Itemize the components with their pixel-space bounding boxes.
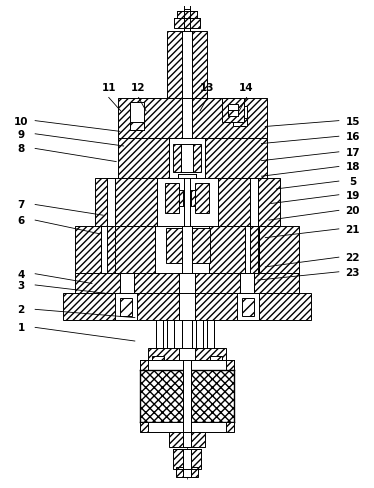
Text: 16: 16 [346, 132, 360, 142]
Bar [228, 105, 238, 117]
Bar [182, 32, 192, 99]
Text: 21: 21 [346, 224, 360, 234]
Text: 23: 23 [346, 267, 360, 277]
Bar [64, 293, 310, 320]
Bar [183, 360, 191, 432]
Text: 3: 3 [18, 281, 25, 290]
Bar [183, 191, 191, 207]
Bar [120, 298, 132, 316]
Bar [193, 145, 201, 173]
Bar [115, 293, 137, 320]
Bar [140, 360, 234, 370]
Bar [148, 423, 226, 432]
Bar [107, 226, 115, 273]
Bar [179, 293, 195, 320]
Bar [148, 360, 226, 370]
Bar [210, 356, 222, 364]
Text: 10: 10 [14, 116, 28, 126]
Bar [196, 320, 203, 348]
Text: 19: 19 [346, 190, 360, 201]
Bar [148, 348, 226, 360]
Bar [177, 12, 197, 19]
Bar [156, 363, 161, 373]
Bar [184, 179, 190, 230]
Bar [237, 293, 259, 320]
Bar [233, 119, 247, 127]
Bar [179, 273, 195, 293]
Bar [178, 175, 196, 183]
Bar [176, 468, 198, 477]
Bar [250, 179, 258, 226]
Bar [140, 370, 234, 423]
Bar [233, 107, 247, 127]
Bar [165, 184, 179, 214]
Bar [228, 111, 238, 117]
Bar [173, 449, 201, 469]
Bar [179, 348, 195, 360]
Bar [173, 145, 181, 173]
Bar [169, 139, 205, 179]
Bar [213, 363, 218, 373]
Bar [140, 423, 234, 432]
Bar [157, 179, 218, 226]
Text: 9: 9 [18, 129, 25, 140]
Bar [182, 226, 192, 273]
Bar [184, 228, 192, 264]
Bar [167, 32, 207, 99]
Bar [118, 139, 267, 179]
Bar [182, 320, 192, 358]
Bar [166, 228, 184, 264]
Bar [181, 145, 193, 173]
Bar [183, 449, 191, 477]
Bar [195, 184, 209, 214]
Text: 6: 6 [18, 216, 25, 225]
Bar [76, 273, 298, 293]
Bar [182, 99, 192, 149]
Text: 8: 8 [18, 144, 25, 154]
Bar [76, 226, 298, 273]
Text: 5: 5 [349, 177, 356, 187]
Text: 20: 20 [346, 206, 360, 216]
Bar [101, 226, 115, 273]
Bar [130, 103, 144, 131]
Text: 1: 1 [18, 323, 25, 333]
Text: 15: 15 [346, 116, 360, 126]
Text: 4: 4 [18, 269, 25, 279]
Bar [250, 226, 258, 273]
Text: 13: 13 [200, 83, 215, 93]
Bar [95, 179, 157, 226]
Bar [184, 10, 190, 32]
Bar [167, 320, 174, 348]
Bar [242, 298, 254, 316]
Text: 14: 14 [239, 83, 254, 93]
Bar [120, 273, 134, 293]
Bar [179, 191, 195, 207]
Text: 12: 12 [131, 83, 146, 93]
Bar [156, 320, 163, 348]
Bar [183, 432, 191, 447]
Bar [130, 123, 144, 131]
Bar [107, 179, 115, 226]
Text: 2: 2 [18, 305, 25, 315]
Bar [222, 99, 244, 123]
Bar [192, 228, 210, 264]
Bar [240, 273, 254, 293]
Bar [174, 19, 200, 29]
Bar [169, 432, 205, 447]
Text: 11: 11 [101, 83, 116, 93]
Text: 18: 18 [346, 162, 360, 172]
Bar [245, 226, 259, 273]
Bar [218, 179, 280, 226]
Bar [118, 99, 267, 139]
Text: 17: 17 [346, 147, 360, 158]
Text: 7: 7 [18, 200, 25, 210]
Bar [207, 320, 214, 348]
Bar [152, 356, 164, 364]
Bar [155, 226, 209, 273]
Text: 22: 22 [346, 253, 360, 263]
